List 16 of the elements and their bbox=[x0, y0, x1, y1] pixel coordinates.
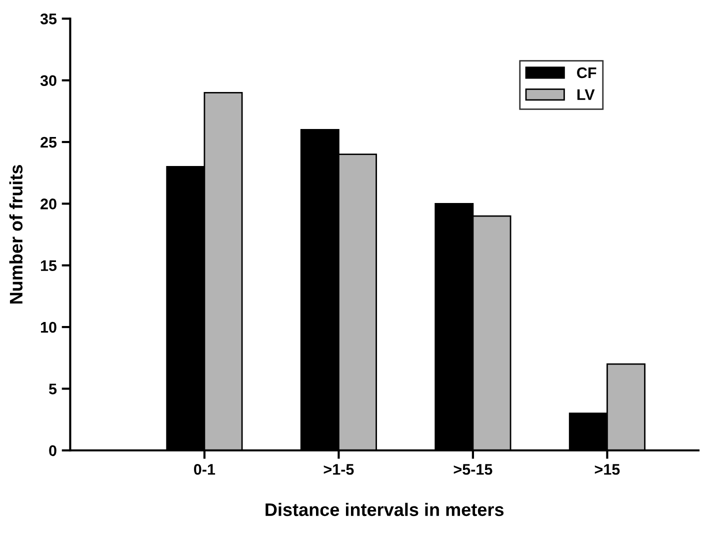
y-tick-label: 35 bbox=[40, 14, 57, 24]
legend-label: LV bbox=[577, 89, 595, 100]
y-tick-label: 15 bbox=[40, 260, 57, 272]
x-tick-label: >1-5 bbox=[324, 464, 354, 475]
x-axis-title: Distance intervals in meters bbox=[266, 502, 504, 516]
y-tick-label: 20 bbox=[40, 198, 56, 210]
y-tick-label: 0 bbox=[49, 445, 56, 456]
y-tick-label: 5 bbox=[48, 384, 57, 394]
y-tick-label: 25 bbox=[40, 136, 57, 148]
y-tick-label: 30 bbox=[40, 75, 56, 86]
legend-label: CF bbox=[577, 67, 596, 78]
y-tick-label: 10 bbox=[40, 322, 56, 333]
x-tick-label: 0-1 bbox=[194, 464, 216, 475]
y-axis-title: Number of fruits bbox=[9, 165, 23, 304]
x-tick-label: >15 bbox=[594, 464, 620, 475]
x-tick-label: >5-15 bbox=[454, 464, 492, 475]
